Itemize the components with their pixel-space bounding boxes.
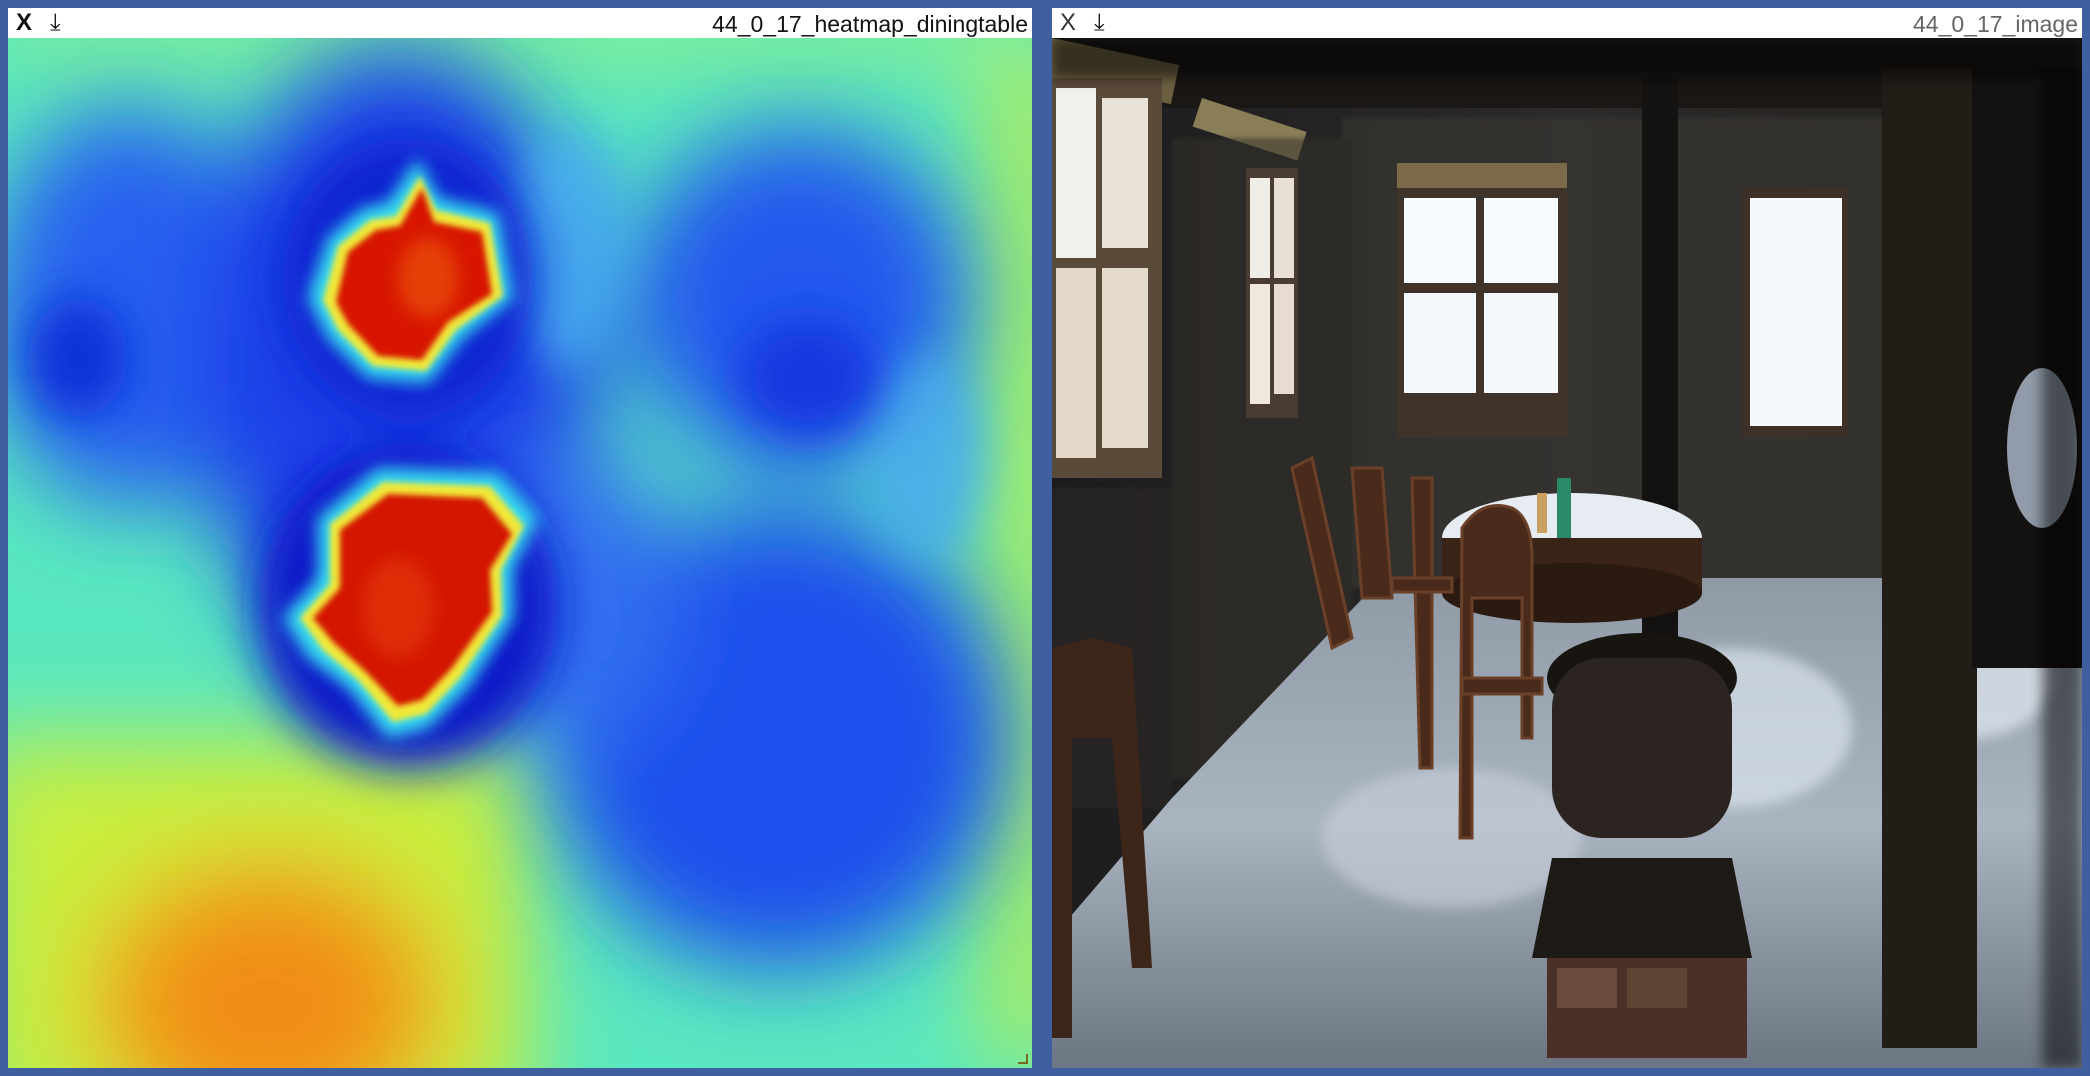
resize-handle[interactable] — [1018, 1054, 1028, 1064]
download-icon[interactable]: ⤓ — [50, 9, 61, 36]
heatmap-window: X ⤓ 44_0_17_heatmap_diningtable — [8, 8, 1032, 1068]
close-button[interactable]: X — [1060, 9, 1077, 36]
heatmap-titlebar: X ⤓ 44_0_17_heatmap_diningtable — [8, 8, 1032, 38]
close-button[interactable]: X — [16, 9, 33, 36]
dining-room-photo — [1052, 38, 2082, 1068]
heatmap-image — [8, 38, 1032, 1068]
image-window: X ⤓ 44_0_17_image — [1052, 8, 2082, 1068]
heatmap-canvas — [8, 38, 1032, 1068]
window-title: 44_0_17_heatmap_diningtable — [712, 11, 1028, 37]
photo-canvas — [1052, 38, 2082, 1068]
window-title: 44_0_17_image — [1913, 11, 2078, 37]
image-titlebar: X ⤓ 44_0_17_image — [1052, 8, 2082, 38]
download-icon[interactable]: ⤓ — [1094, 9, 1105, 36]
